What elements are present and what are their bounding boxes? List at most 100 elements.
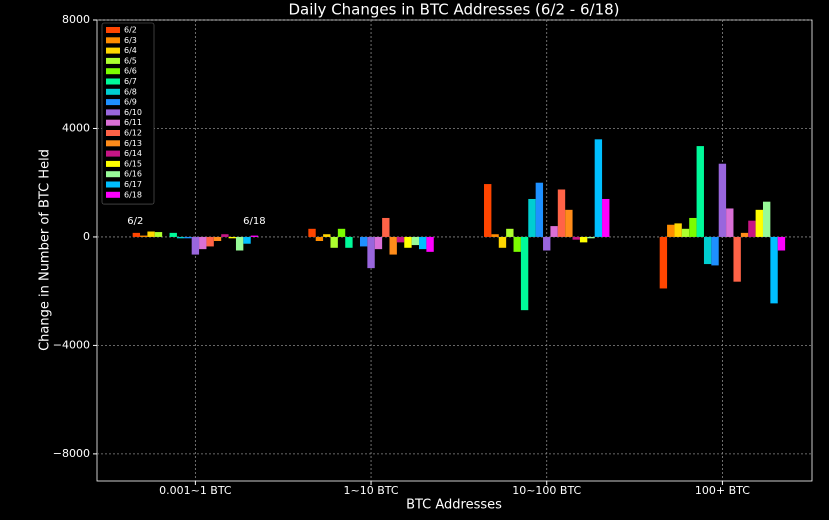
legend-swatch — [106, 99, 120, 106]
bar — [550, 226, 558, 237]
bar — [345, 236, 353, 248]
bar — [176, 236, 185, 239]
bar — [565, 209, 573, 237]
legend-swatch — [106, 57, 120, 64]
bar — [419, 236, 427, 250]
legend-label: 6/12 — [124, 129, 142, 138]
bar — [243, 236, 251, 244]
bar — [147, 231, 155, 237]
bar — [696, 146, 704, 237]
bar — [579, 236, 588, 243]
legend-label: 6/3 — [124, 36, 137, 45]
bar — [228, 236, 236, 239]
bar — [674, 223, 682, 237]
bar — [199, 236, 207, 250]
bar — [770, 236, 778, 304]
bar — [602, 198, 610, 237]
bar — [191, 236, 200, 255]
bar — [330, 236, 338, 248]
bar — [206, 236, 214, 247]
bar — [374, 236, 383, 250]
legend-label: 6/10 — [124, 108, 142, 117]
bar — [389, 236, 397, 255]
bar — [235, 236, 244, 251]
bar — [213, 236, 222, 242]
bar — [587, 236, 595, 239]
legend-swatch — [106, 191, 120, 198]
bar — [535, 182, 544, 237]
bar — [315, 236, 324, 242]
legend-swatch — [106, 109, 120, 116]
legend-swatch — [106, 27, 120, 33]
bar — [498, 236, 507, 248]
bar — [572, 236, 580, 240]
annotation: 6/18 — [243, 216, 265, 227]
legend-label: 6/2 — [124, 26, 137, 35]
y-tick-label: 8000 — [62, 13, 90, 26]
bar — [748, 220, 756, 237]
bar — [484, 184, 492, 237]
y-tick-label: 4000 — [62, 121, 90, 134]
bar — [426, 236, 434, 252]
bar — [491, 234, 499, 237]
legend-label: 6/16 — [124, 170, 142, 179]
chart-title: Daily Changes in BTC Addresses (6/2 - 6/… — [288, 1, 619, 19]
legend-swatch — [106, 119, 120, 126]
bar — [703, 236, 712, 265]
y-tick-label: −8000 — [53, 447, 90, 460]
bar — [506, 228, 514, 237]
bar — [718, 163, 727, 237]
legend-swatch — [106, 37, 120, 44]
legend-swatch — [106, 130, 120, 136]
legend-label: 6/14 — [124, 149, 142, 158]
bar — [777, 236, 786, 251]
y-axis-label: Change in Number of BTC Held — [38, 149, 53, 351]
bar — [726, 208, 734, 237]
legend-swatch — [106, 171, 120, 178]
legend-swatch — [106, 140, 120, 147]
legend-swatch — [106, 88, 120, 95]
legend-label: 6/17 — [124, 180, 142, 189]
x-tick-label: 10~100 BTC — [512, 484, 581, 497]
bar — [557, 189, 566, 237]
bar — [528, 198, 536, 237]
annotation: 6/2 — [127, 216, 143, 227]
bar — [594, 139, 603, 237]
legend-label: 6/4 — [124, 46, 137, 55]
bar — [337, 228, 346, 237]
bar — [733, 236, 741, 282]
bar — [308, 228, 316, 237]
legend-label: 6/6 — [124, 67, 137, 76]
bar — [184, 236, 192, 239]
bar — [140, 235, 148, 237]
legend-label: 6/7 — [124, 77, 137, 86]
legend-swatch — [106, 160, 120, 167]
bar — [755, 209, 763, 237]
bar — [323, 234, 331, 237]
bar — [382, 217, 390, 237]
x-tick-label: 100+ BTC — [695, 484, 750, 497]
bar — [513, 236, 521, 252]
bar — [132, 232, 141, 237]
bar — [154, 232, 163, 237]
legend-swatch — [106, 150, 120, 157]
bar — [169, 232, 177, 237]
legend-swatch — [106, 47, 120, 54]
legend-label: 6/18 — [124, 190, 142, 199]
bar — [667, 224, 675, 237]
x-tick-label: 0.001~1 BTC — [159, 484, 232, 497]
legend-label: 6/8 — [124, 87, 137, 96]
bar — [543, 236, 551, 251]
bar — [740, 232, 749, 237]
legend-label: 6/11 — [124, 118, 142, 127]
bar — [221, 234, 229, 237]
legend-label: 6/9 — [124, 98, 137, 107]
legend-swatch — [106, 78, 120, 85]
legend-swatch — [106, 181, 120, 188]
legend-label: 6/13 — [124, 139, 142, 148]
bar — [689, 217, 697, 237]
bar — [250, 235, 259, 237]
bar — [520, 236, 529, 311]
bar — [367, 236, 375, 269]
